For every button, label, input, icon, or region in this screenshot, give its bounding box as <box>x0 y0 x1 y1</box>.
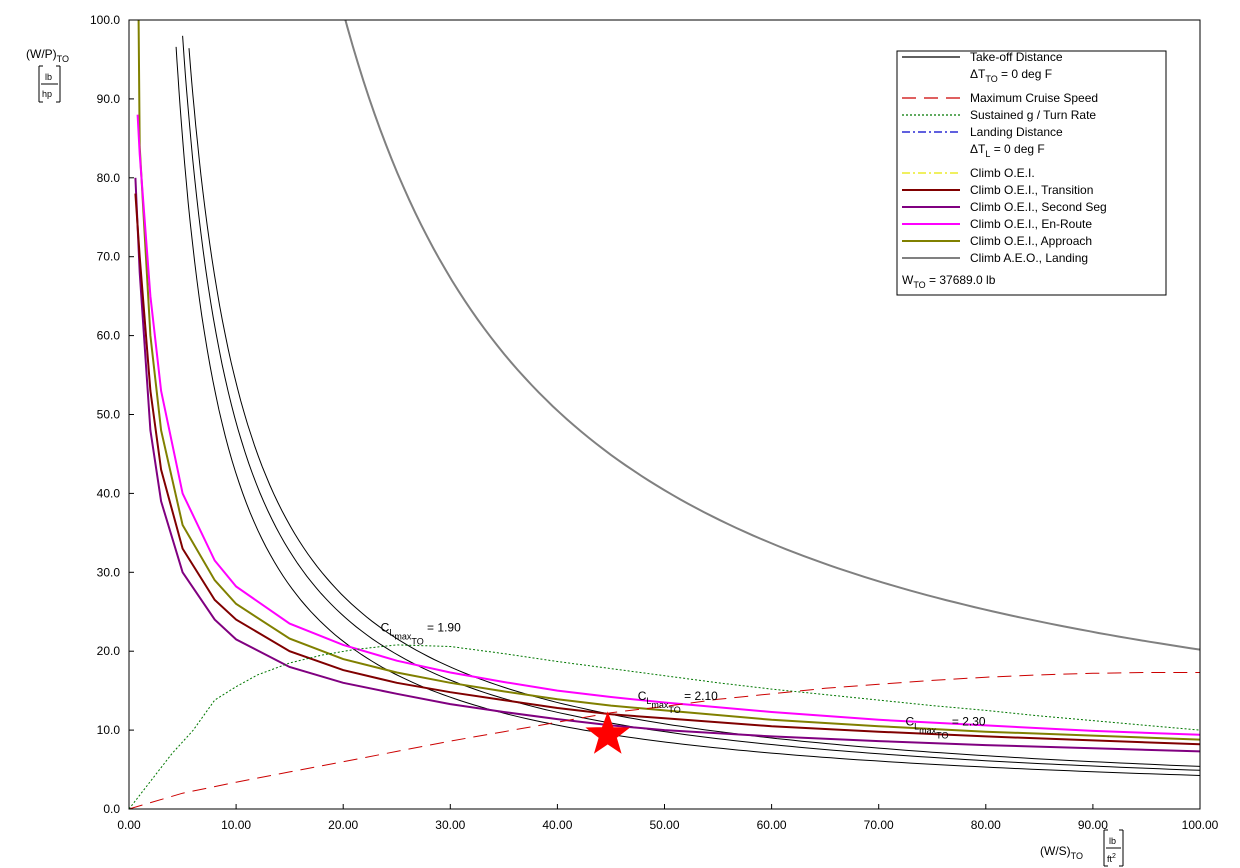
x-tick-label: 20.00 <box>328 818 358 832</box>
tick-labels: 0.00 10.00 20.00 30.00 40.00 50.00 60.00 70.00 8… <box>90 13 1219 832</box>
x-tick-label: 90.00 <box>1078 818 1108 832</box>
y-unit-denominator: hp <box>42 89 52 99</box>
legend-wto: WTO = 37689.0 lb <box>902 273 996 290</box>
legend: Take-off Distance ΔTTO = 0 deg F Maximum C… <box>896 50 1167 296</box>
x-tick-label: 0.00 <box>117 818 141 832</box>
x-tick-label: 60.00 <box>757 818 787 832</box>
clmax-annotation: CLmaxTO = 2.30 <box>905 714 985 740</box>
legend-label: Climb A.E.O., Landing <box>970 251 1088 265</box>
y-tick-label: 100.0 <box>90 13 120 27</box>
design-point-layer <box>585 711 631 754</box>
series-line-climb-o-e-i-second-seg <box>134 177 1200 753</box>
series-layer <box>129 20 1200 809</box>
y-tick-label: 30.0 <box>97 565 121 579</box>
x-tick-label: 30.00 <box>435 818 465 832</box>
series-line-climb-o-e-i-transition <box>134 193 1200 746</box>
x-tick-label: 10.00 <box>221 818 251 832</box>
series-line-climb-o-e-i-en-route <box>136 114 1200 736</box>
legend-label: Landing Distance <box>970 125 1063 139</box>
y-tick-label: 10.0 <box>97 723 121 737</box>
y-tick-label: 70.0 <box>97 250 121 264</box>
series-line-climb-o-e-i-approach <box>137 20 1200 741</box>
series-line-sustained-g-turn-rate <box>129 644 1200 809</box>
x-tick-label: 50.00 <box>649 818 679 832</box>
clmax-annotation: CLmaxTO = 1.90 <box>381 620 461 646</box>
legend-label: ΔTL = 0 deg F <box>970 142 1045 159</box>
series-line-take-off-distance <box>175 46 1200 776</box>
x-tick-label: 100.00 <box>1182 818 1219 832</box>
x-axis-label: (W/S)TO <box>1040 844 1083 861</box>
legend-label: Climb O.E.I., Transition <box>970 183 1093 197</box>
y-tick-label: 0.0 <box>103 802 120 816</box>
y-tick-label: 50.0 <box>97 408 121 422</box>
series-line-maximum-cruise-speed <box>129 672 1200 809</box>
x-tick-label: 40.00 <box>542 818 572 832</box>
legend-label: Climb O.E.I., Second Seg <box>970 200 1107 214</box>
legend-label: Sustained g / Turn Rate <box>970 108 1096 122</box>
legend-label: Climb O.E.I. <box>970 166 1035 180</box>
y-tick-label: 60.0 <box>97 329 121 343</box>
legend-label: Maximum Cruise Speed <box>970 91 1098 105</box>
y-tick-label: 90.0 <box>97 92 121 106</box>
plot-frame <box>128 19 1201 810</box>
y-axis-label: (W/P)TO <box>26 47 69 64</box>
legend-label: Climb O.E.I., En-Route <box>970 217 1092 231</box>
y-tick-label: 80.0 <box>97 171 121 185</box>
series-line-take-off-distance <box>188 48 1200 767</box>
y-unit-numerator: lb <box>45 72 52 82</box>
legend-label: Take-off Distance <box>970 50 1063 64</box>
legend-label: ΔTTO = 0 deg F <box>970 67 1052 84</box>
x-unit-denominator: ft2 <box>1107 853 1116 864</box>
legend-label: Climb O.E.I., Approach <box>970 234 1092 248</box>
clmax-annotation: CLmaxTO = 2.10 <box>638 689 718 715</box>
y-tick-label: 20.0 <box>97 644 121 658</box>
x-tick-label: 70.00 <box>864 818 894 832</box>
design-point-star[interactable] <box>585 711 631 754</box>
annotations: CLmaxTO = 1.90 CLmaxTO = 2.10 CLmaxTO = 2.… <box>381 620 986 740</box>
x-tick-label: 80.00 <box>971 818 1001 832</box>
x-unit-numerator: lb <box>1109 836 1116 846</box>
series-line-climb-a-e-o-landing <box>344 20 1200 651</box>
y-tick-label: 40.0 <box>97 486 121 500</box>
